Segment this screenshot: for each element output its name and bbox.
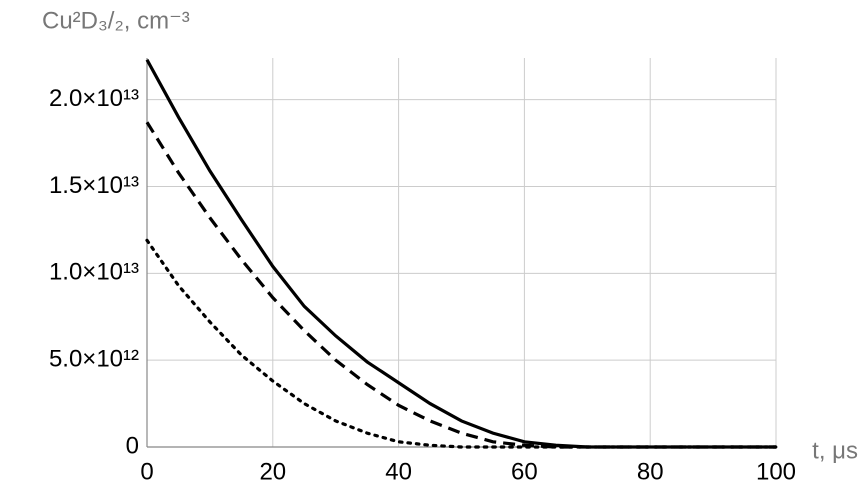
x-tick-label: 100 (756, 458, 796, 485)
x-axis-label: t, μs (812, 437, 858, 464)
y-tick-label: 2.0×10¹³ (49, 85, 139, 112)
y-tick-label: 5.0×10¹² (49, 346, 139, 373)
x-tick-label: 80 (637, 458, 664, 485)
y-tick-label: 0 (126, 432, 139, 459)
x-tick-label: 60 (511, 458, 538, 485)
x-tick-label: 20 (259, 458, 286, 485)
y-tick-label: 1.5×10¹³ (49, 172, 139, 199)
x-tick-label: 0 (140, 458, 153, 485)
y-axis-label: Cu²D₃/₂, cm⁻³ (42, 7, 190, 34)
x-tick-label: 40 (385, 458, 412, 485)
data-line (145, 121, 776, 449)
data-line (145, 238, 778, 449)
data-line (145, 58, 776, 449)
y-tick-label: 1.0×10¹³ (49, 259, 139, 286)
